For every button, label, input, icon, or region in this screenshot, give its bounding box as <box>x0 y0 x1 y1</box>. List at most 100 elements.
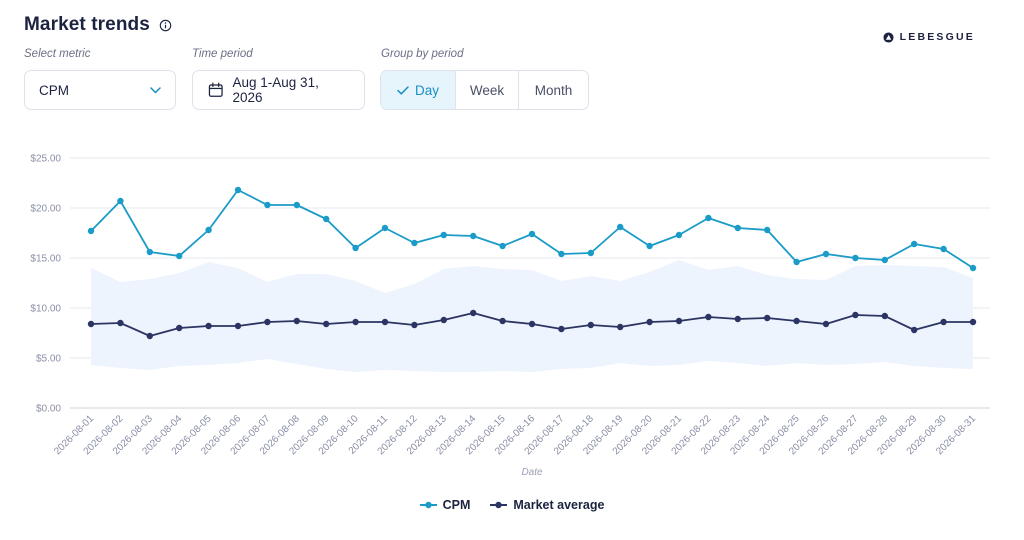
y-tick-label: $10.00 <box>30 304 61 315</box>
metric-select[interactable]: CPM <box>24 70 176 110</box>
group-option-month-label: Month <box>534 82 573 98</box>
data-point-market-average <box>264 318 271 326</box>
data-point-market-average <box>176 324 183 332</box>
data-point-cpm <box>117 197 124 205</box>
legend-label-market-average: Market average <box>513 498 605 512</box>
data-point-cpm <box>822 250 830 258</box>
data-point-market-average <box>205 322 212 330</box>
data-point-cpm <box>764 226 771 234</box>
data-point-market-average <box>117 319 124 327</box>
data-point-market-average <box>734 315 741 323</box>
brand-logo: LEBESGUE <box>883 31 975 43</box>
data-point-market-average <box>764 314 771 322</box>
y-tick-label: $0.00 <box>36 404 61 415</box>
data-point-market-average <box>381 318 389 326</box>
check-icon <box>397 85 409 95</box>
data-point-market-average <box>234 322 242 330</box>
page-header: Market trends <box>24 14 172 36</box>
data-point-cpm <box>969 264 977 272</box>
data-point-cpm <box>881 256 888 264</box>
brand-mark-icon <box>883 31 894 43</box>
data-point-market-average <box>646 318 653 326</box>
legend-marker-market-average <box>490 501 508 509</box>
data-point-market-average <box>323 320 330 328</box>
legend-label-cpm: CPM <box>442 498 471 512</box>
data-point-cpm <box>323 215 330 223</box>
data-point-market-average <box>558 325 565 333</box>
legend-item-cpm[interactable]: CPM <box>419 498 471 512</box>
data-point-cpm <box>87 227 95 235</box>
data-point-market-average <box>675 317 683 325</box>
time-period-picker[interactable]: Aug 1-Aug 31, 2026 <box>192 70 365 110</box>
data-point-cpm <box>646 242 653 250</box>
data-point-market-average <box>881 312 888 320</box>
data-point-market-average <box>911 326 918 334</box>
chart-legend: CPM Market average <box>0 498 1024 512</box>
data-point-market-average <box>411 321 418 329</box>
data-point-market-average <box>499 317 506 325</box>
group-label: Group by period <box>381 48 464 60</box>
data-point-cpm <box>705 214 712 222</box>
y-tick-label: $15.00 <box>30 254 61 265</box>
data-point-market-average <box>969 318 977 326</box>
data-point-cpm <box>587 249 594 257</box>
chevron-down-icon <box>150 86 161 93</box>
data-point-cpm <box>146 248 153 256</box>
legend-marker-cpm <box>419 501 437 509</box>
group-option-day[interactable]: Day <box>381 71 456 109</box>
data-point-cpm <box>940 245 947 253</box>
y-tick-label: $5.00 <box>36 354 61 365</box>
data-point-market-average <box>352 318 359 326</box>
data-point-market-average <box>852 311 859 319</box>
data-point-cpm <box>499 242 506 250</box>
data-point-cpm <box>852 254 859 262</box>
data-point-cpm <box>381 224 389 232</box>
data-point-cpm <box>234 186 242 194</box>
data-point-cpm <box>558 250 565 258</box>
data-point-market-average <box>528 320 536 328</box>
data-point-market-average <box>705 313 712 321</box>
data-point-market-average <box>470 309 477 317</box>
brand-name: LEBESGUE <box>899 31 975 43</box>
data-point-cpm <box>205 226 212 234</box>
data-point-cpm <box>528 230 536 238</box>
time-period-value: Aug 1-Aug 31, 2026 <box>232 75 319 105</box>
data-point-cpm <box>793 258 800 266</box>
data-point-market-average <box>293 317 300 325</box>
group-option-week-label: Week <box>469 82 505 98</box>
data-point-market-average <box>793 317 800 325</box>
data-point-market-average <box>87 320 95 328</box>
group-option-month[interactable]: Month <box>519 71 588 109</box>
group-option-day-label: Day <box>414 82 439 98</box>
data-point-market-average <box>822 320 830 328</box>
y-tick-label: $25.00 <box>30 154 61 165</box>
data-point-cpm <box>411 239 418 247</box>
page-title: Market trends <box>24 14 150 35</box>
data-point-cpm <box>617 223 624 231</box>
y-tick-label: $20.00 <box>30 204 61 215</box>
x-axis-title: Date <box>521 467 543 478</box>
market-trends-chart: $0.00$5.00$10.00$15.00$20.00$25.002026-0… <box>30 154 990 478</box>
data-point-cpm <box>675 231 683 239</box>
data-point-market-average <box>940 318 947 326</box>
metric-label: Select metric <box>24 48 91 60</box>
data-point-market-average <box>587 321 594 329</box>
data-point-cpm <box>470 232 477 240</box>
market-range-band <box>91 260 973 372</box>
data-point-market-average <box>440 316 447 324</box>
data-point-market-average <box>617 323 624 331</box>
legend-item-market-average[interactable]: Market average <box>490 498 604 512</box>
calendar-icon <box>208 82 223 97</box>
series-line-cpm <box>90 189 974 269</box>
data-point-market-average <box>146 332 153 340</box>
data-point-cpm <box>734 224 741 232</box>
data-point-cpm <box>293 201 300 209</box>
data-point-cpm <box>911 240 918 248</box>
group-option-week[interactable]: Week <box>456 71 519 109</box>
data-point-cpm <box>176 252 183 260</box>
period-label: Time period <box>192 48 253 60</box>
data-point-cpm <box>440 231 447 239</box>
info-circle-icon[interactable] <box>159 19 172 32</box>
group-by-period-toggle: Day Week Month <box>380 70 589 110</box>
metric-select-value: CPM <box>39 82 69 98</box>
